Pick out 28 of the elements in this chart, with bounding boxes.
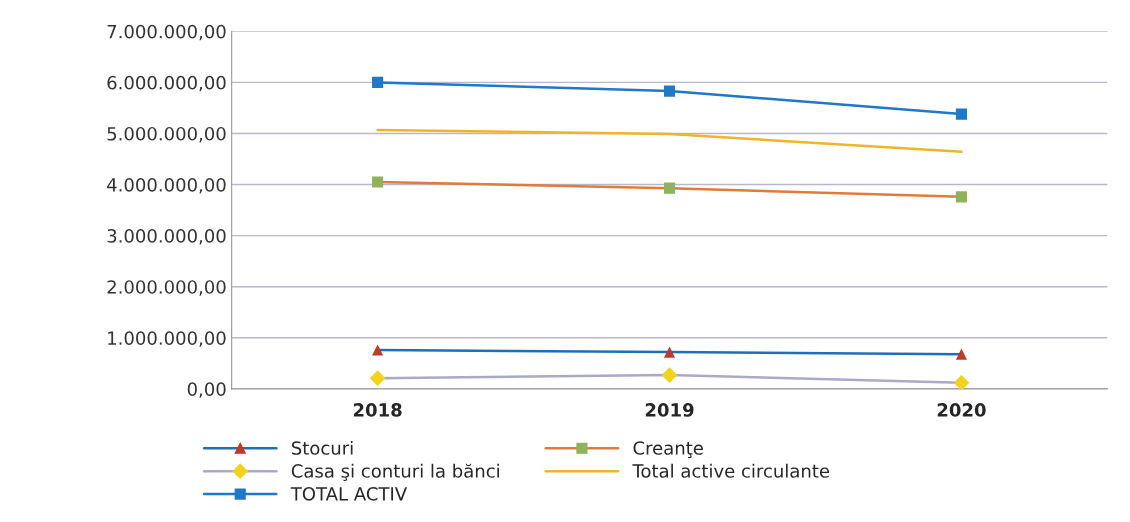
y-tick-label: 0,00 (187, 382, 226, 398)
y-tick-label: 4.000.000,00 (107, 178, 226, 194)
y-tick-label: 5.000.000,00 (107, 126, 226, 143)
y-tick-label: 6.000.000,00 (107, 75, 226, 92)
x-tick-label: 2018 (353, 403, 402, 417)
x-tick-label: 2019 (645, 403, 694, 417)
point (369, 370, 386, 387)
point (663, 346, 676, 358)
point (955, 108, 967, 120)
point (663, 182, 676, 194)
point (372, 76, 384, 88)
point (372, 344, 384, 356)
legend-label: Stocuri (291, 440, 353, 455)
point (661, 367, 678, 383)
point (663, 85, 676, 97)
point (953, 374, 970, 389)
x-tick-label: 2020 (937, 403, 986, 417)
y-tick-label: 1.000.000,00 (108, 331, 226, 347)
legend-label: Total active circulante (632, 463, 830, 478)
y-tick-label: 3.000.000,00 (107, 229, 226, 245)
y-tick-label: 2.000.000,00 (107, 280, 226, 296)
legend-label: TOTAL ACTIV (290, 487, 407, 501)
y-tick-label: 7.000.000,00 (107, 24, 226, 41)
point (372, 176, 384, 188)
point (955, 348, 967, 360)
legend-label: Casa şi conturi la bănci (291, 463, 499, 481)
legend-label: Creanţe (633, 441, 703, 459)
point (955, 191, 967, 203)
